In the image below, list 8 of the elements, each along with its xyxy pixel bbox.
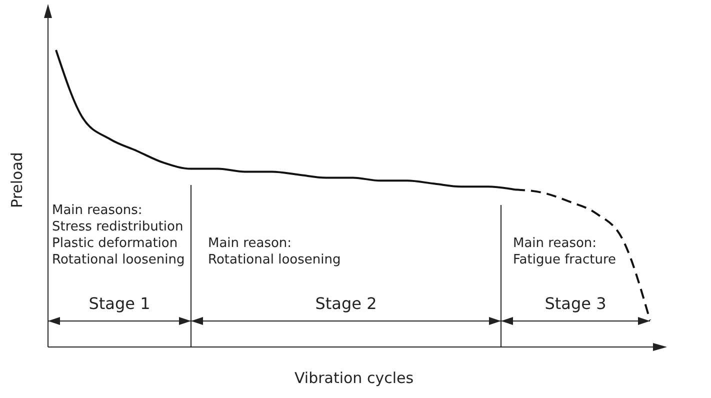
annotation: Main reasons: Stress redistribution Plastic deformation Rotational loosening: [52, 203, 185, 268]
y-axis-title: Preload: [8, 152, 26, 208]
annotation: Main reason: Fatigue fracture: [513, 236, 616, 268]
annotation: Stage 3: [544, 294, 606, 313]
annotation: Stage 2: [315, 294, 377, 313]
annotation: Stage 1: [88, 294, 150, 313]
x-axis-title: Vibration cycles: [294, 369, 414, 387]
annotation: Main reason: Rotational loosening: [208, 236, 341, 268]
